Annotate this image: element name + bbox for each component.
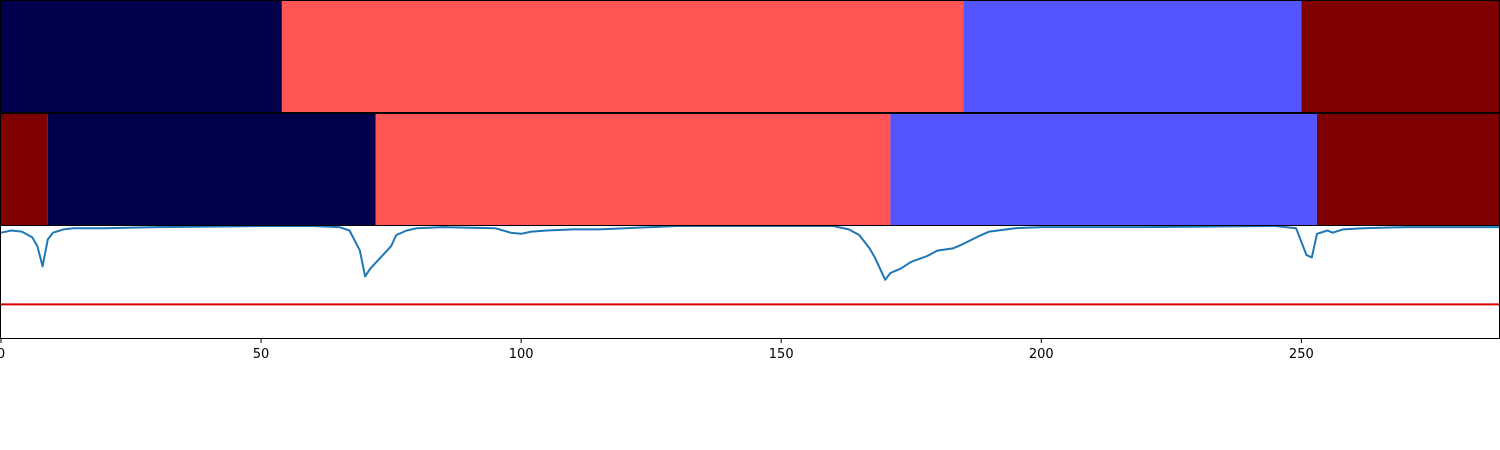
x-axis: 0 50 100 150 200 250 [0,338,1314,362]
segment-2-1 [1,114,48,225]
confidence-frame [0,225,1500,339]
x-tick-label: 200 [1029,347,1054,362]
segment-1-2 [281,1,964,112]
segment-2-2 [47,114,376,225]
x-tick-label: 250 [1289,347,1314,362]
confidence-line [0,225,1499,281]
segment-2-5 [1316,114,1499,225]
segmentation-row-2 [0,113,1500,226]
segment-1-4 [1301,1,1499,112]
segmentation-row-1 [0,0,1500,113]
segment-1-3 [963,1,1302,112]
segment-1-1 [1,1,282,112]
x-tick-label: 150 [769,347,794,362]
confidence-panel [0,225,1500,339]
segment-2-4 [890,114,1317,225]
segment-2-3 [375,114,891,225]
x-tick-label: 50 [253,347,270,362]
x-tick-label: 0 [0,347,5,362]
x-tick-label: 100 [509,347,534,362]
